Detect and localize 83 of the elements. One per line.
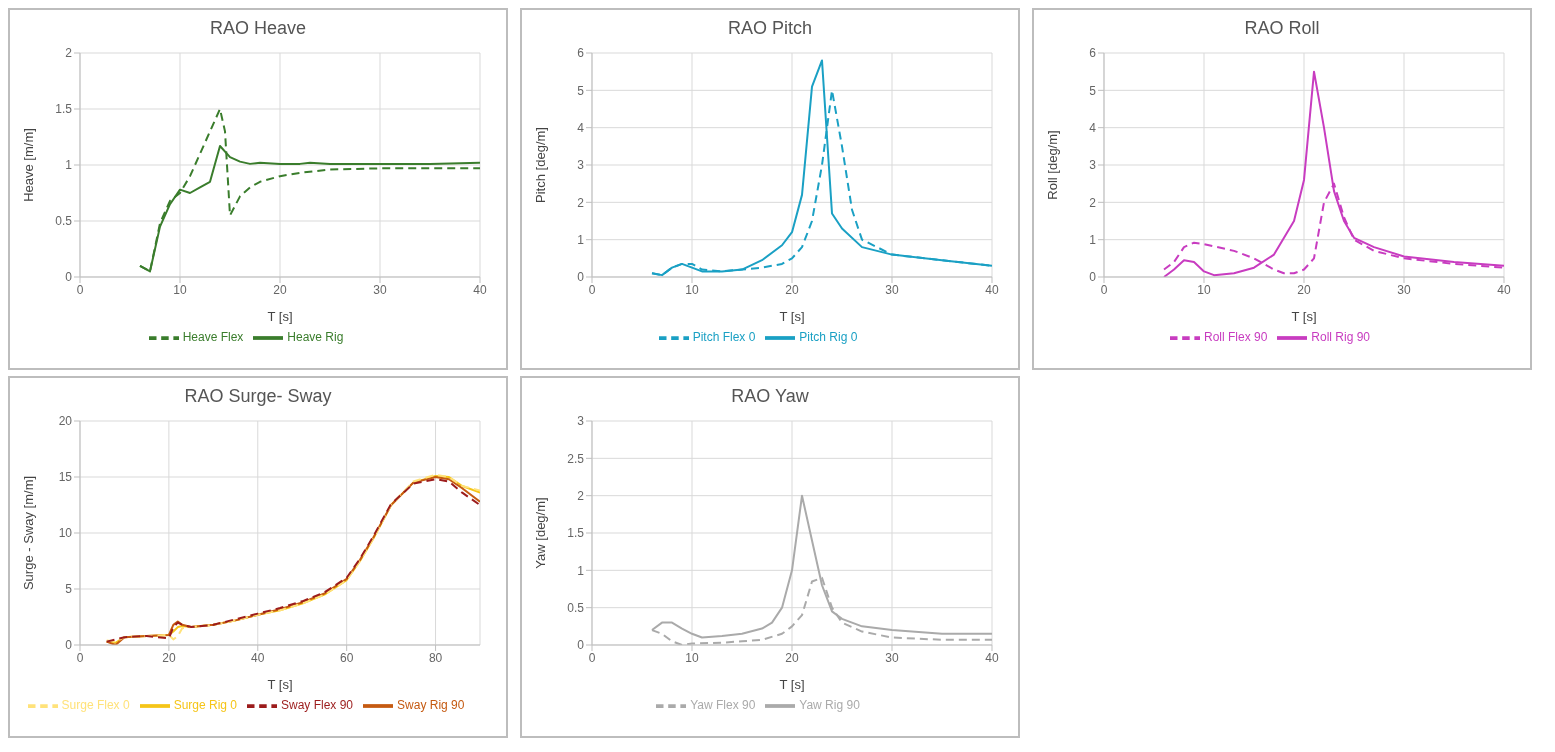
x-tick-label: 10	[685, 282, 699, 297]
x-tick-label: 0	[1100, 282, 1108, 297]
y-tick-label: 6	[577, 46, 585, 61]
legend-label: Sway Rig 90	[397, 698, 465, 713]
y-tick-label: 5	[65, 582, 73, 597]
legend-label: Yaw Rig 90	[799, 698, 860, 713]
x-tick-label: 40	[251, 650, 265, 665]
y-axis-title: Roll [deg/m]	[1044, 130, 1060, 200]
y-tick-label: 0	[577, 638, 585, 653]
y-tick-label: 3	[577, 414, 585, 429]
x-tick-label: 80	[428, 650, 443, 665]
x-axis-title: T [s]	[779, 309, 805, 324]
x-tick-label: 20	[785, 650, 799, 665]
x-tick-label: 30	[1397, 282, 1411, 297]
y-tick-label: 0.5	[567, 600, 585, 615]
x-axis-title: T [s]	[779, 677, 805, 692]
y-tick-label: 2	[577, 195, 585, 210]
x-tick-label: 0	[588, 282, 596, 297]
x-tick-label: 40	[473, 282, 487, 297]
legend-label: Surge Rig 0	[173, 698, 237, 713]
y-tick-label: 1	[65, 158, 73, 173]
y-tick-label: 20	[58, 414, 73, 429]
x-tick-label: 10	[685, 650, 699, 665]
legend-label: Surge Flex 0	[61, 698, 130, 713]
x-tick-label: 30	[373, 282, 387, 297]
x-tick-label: 10	[173, 282, 187, 297]
x-tick-label: 20	[1297, 282, 1311, 297]
y-axis-title: Yaw [deg/m]	[532, 497, 548, 569]
chart-title: RAO Surge- Sway	[183, 386, 333, 407]
chart-title: RAO Yaw	[730, 386, 810, 407]
y-tick-label: 4	[1089, 120, 1097, 135]
x-tick-label: 20	[785, 282, 799, 297]
x-tick-label: 30	[885, 282, 899, 297]
y-tick-label: 10	[58, 526, 73, 541]
y-tick-label: 0	[65, 638, 73, 653]
y-tick-label: 1.5	[567, 526, 585, 541]
y-tick-label: 2	[577, 488, 585, 503]
y-tick-label: 3	[577, 158, 585, 173]
y-tick-label: 2	[65, 46, 73, 61]
y-tick-label: 0	[1089, 270, 1097, 285]
y-tick-label: 1	[1089, 232, 1097, 247]
x-axis-title: T [s]	[267, 309, 293, 324]
y-tick-label: 1.5	[55, 102, 73, 117]
legend-label: Pitch Flex 0	[692, 330, 756, 345]
x-tick-label: 10	[1197, 282, 1211, 297]
x-tick-label: 20	[162, 650, 176, 665]
x-axis-title: T [s]	[267, 677, 293, 692]
y-tick-label: 3	[1089, 158, 1097, 173]
y-tick-label: 1	[577, 232, 585, 247]
y-tick-label: 6	[1089, 46, 1097, 61]
x-tick-label: 0	[76, 282, 84, 297]
legend-label: Roll Rig 90	[1311, 330, 1371, 345]
legend-label: Roll Flex 90	[1203, 330, 1268, 345]
chart-title: RAO Roll	[1243, 18, 1321, 39]
y-axis-title: Heave [m/m]	[20, 128, 36, 202]
y-tick-label: 0	[65, 270, 73, 285]
x-axis-title: T [s]	[1291, 309, 1317, 324]
legend-label: Sway Flex 90	[281, 698, 354, 713]
legend-label: Heave Flex	[182, 330, 244, 345]
x-tick-label: 40	[985, 282, 999, 297]
x-tick-label: 0	[76, 650, 84, 665]
y-tick-label: 5	[577, 83, 585, 98]
y-tick-label: 4	[577, 120, 585, 135]
y-axis-title: Surge - Sway [m/m]	[20, 475, 36, 591]
y-tick-label: 15	[58, 470, 73, 485]
legend-label: Pitch Rig 0	[799, 330, 858, 345]
y-tick-label: 0	[577, 270, 585, 285]
chart-title: RAO Pitch	[727, 18, 813, 39]
chart-title: RAO Heave	[208, 18, 307, 39]
x-tick-label: 60	[339, 650, 354, 665]
legend-label: Heave Rig	[287, 330, 344, 345]
y-axis-title: Pitch [deg/m]	[532, 127, 548, 203]
legend-label: Yaw Flex 90	[690, 698, 756, 713]
y-tick-label: 1	[577, 563, 585, 578]
x-tick-label: 40	[985, 650, 999, 665]
x-tick-label: 20	[273, 282, 287, 297]
y-tick-label: 2	[1089, 195, 1097, 210]
y-tick-label: 0.5	[55, 214, 73, 229]
x-tick-label: 30	[885, 650, 899, 665]
x-tick-label: 40	[1497, 282, 1511, 297]
y-tick-label: 5	[1089, 83, 1097, 98]
y-tick-label: 2.5	[567, 451, 585, 466]
x-tick-label: 0	[588, 650, 596, 665]
